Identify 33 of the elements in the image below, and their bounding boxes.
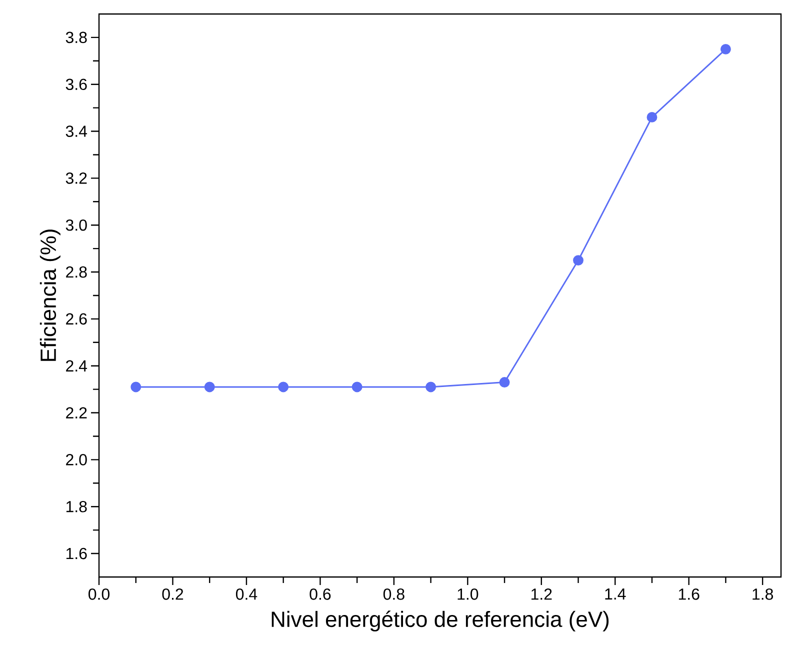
x-tick-label: 1.8: [752, 588, 774, 600]
point: [499, 377, 510, 388]
point: [573, 255, 584, 266]
x-tick-label: 1.0: [458, 588, 478, 600]
y-axis-title: Eficiencia (%): [40, 230, 60, 361]
y-tick-label: 3.0: [66, 219, 87, 231]
point: [646, 112, 658, 122]
y-tick-label: 2.0: [66, 454, 87, 466]
y-tick-label: 3.8: [66, 32, 87, 44]
point: [130, 382, 142, 392]
x-tick-label: 0.4: [236, 588, 258, 600]
point: [426, 382, 436, 392]
x-tick-label: 1.4: [605, 588, 626, 600]
x-tick-label: 1.6: [678, 588, 700, 600]
point: [204, 382, 215, 392]
point: [720, 44, 731, 54]
y-tick-label: 3.4: [66, 126, 88, 137]
x-tick-label: 1.2: [531, 588, 552, 600]
y-tick-label: 1.8: [66, 500, 87, 512]
y-tick-label: 1.6: [66, 548, 87, 560]
y-tick-label: 2.8: [66, 266, 87, 278]
x-tick-label: 0.8: [383, 588, 404, 600]
y-tick-label: 2.4: [66, 360, 88, 372]
y-tick-label: 3.2: [66, 172, 87, 184]
y-tick-label: 2.6: [66, 313, 87, 325]
y-tick-label: 3.6: [66, 78, 87, 90]
point: [352, 382, 362, 392]
x-tick-label: 0.2: [162, 588, 184, 600]
y-tick-label: 2.2: [66, 407, 87, 418]
x-tick-label: 0.0: [88, 588, 110, 600]
x-tick-label: 0.6: [310, 588, 331, 600]
x-axis-title: Nivel energético de referencia (eV): [272, 610, 609, 632]
point: [278, 382, 289, 392]
